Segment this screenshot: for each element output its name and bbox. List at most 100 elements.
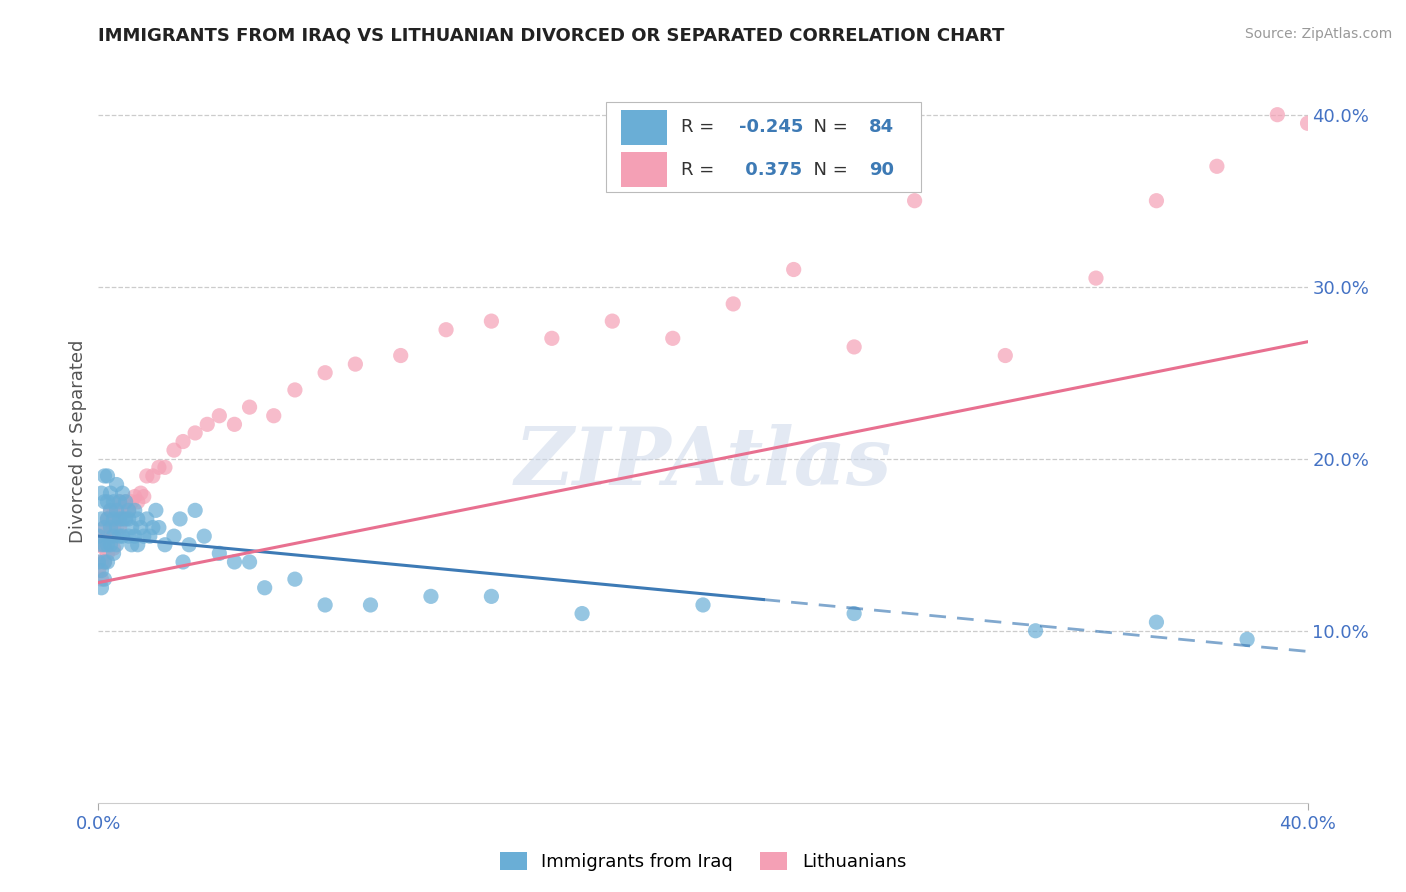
Point (121, 520, 143, 534)
Legend: Immigrants from Iraq, Lithuanians: Immigrants from Iraq, Lithuanians (492, 845, 914, 879)
Point (142, 469, 165, 483)
Point (96, 555, 118, 569)
Point (90, 581, 112, 595)
Point (124, 503, 146, 517)
Point (121, 538, 143, 552)
Point (145, 503, 167, 517)
Point (172, 434, 194, 449)
Point (121, 494, 143, 508)
Point (661, 331, 683, 345)
Point (481, 314, 503, 328)
Point (100, 503, 122, 517)
Point (239, 555, 262, 569)
Point (193, 529, 215, 543)
FancyBboxPatch shape (621, 110, 666, 145)
Point (93, 555, 115, 569)
Text: ZIPAtlas: ZIPAtlas (515, 425, 891, 502)
Point (344, 357, 367, 371)
Point (90, 572, 112, 586)
Point (208, 409, 231, 423)
Point (195, 417, 218, 432)
Point (208, 546, 231, 560)
Point (93, 538, 115, 552)
Point (135, 512, 157, 526)
Text: 84: 84 (869, 119, 894, 136)
Point (284, 383, 307, 397)
Point (844, 340, 866, 354)
Text: -0.245: -0.245 (740, 119, 804, 136)
Point (93, 494, 115, 508)
Point (105, 538, 128, 552)
Point (93, 469, 115, 483)
Point (148, 460, 170, 475)
Point (114, 494, 136, 508)
Point (163, 443, 186, 458)
Point (111, 529, 134, 543)
Point (263, 409, 285, 423)
Text: IMMIGRANTS FROM IRAQ VS LITHUANIAN DIVORCED OR SEPARATED CORRELATION CHART: IMMIGRANTS FROM IRAQ VS LITHUANIAN DIVOR… (98, 27, 1005, 45)
Point (360, 598, 382, 612)
Point (1144, 194, 1167, 208)
Point (314, 598, 336, 612)
Point (96, 512, 118, 526)
Point (184, 425, 207, 440)
Point (96, 538, 118, 552)
Point (93, 555, 115, 569)
Point (844, 607, 866, 621)
Point (87, 555, 110, 569)
Point (90, 538, 112, 552)
Point (602, 314, 624, 328)
Point (111, 512, 134, 526)
Point (96, 546, 118, 560)
Text: Source: ZipAtlas.com: Source: ZipAtlas.com (1244, 27, 1392, 41)
Point (100, 520, 122, 534)
Point (114, 512, 136, 526)
Point (108, 494, 131, 508)
Point (96, 469, 118, 483)
Point (108, 494, 131, 508)
Point (108, 529, 131, 543)
Point (420, 590, 443, 604)
Point (172, 555, 194, 569)
Point (96, 512, 118, 526)
Point (118, 529, 141, 543)
Point (105, 477, 128, 491)
Point (105, 512, 128, 526)
Point (1144, 615, 1167, 630)
Point (127, 494, 149, 508)
Point (100, 520, 122, 534)
Text: R =: R = (682, 119, 720, 136)
Point (284, 572, 307, 586)
Point (153, 538, 176, 552)
Point (129, 520, 152, 534)
Text: R =: R = (682, 161, 720, 178)
Point (87, 538, 110, 552)
Point (93, 572, 115, 586)
Point (90, 486, 112, 500)
Point (723, 297, 745, 311)
Point (93, 520, 115, 534)
Point (114, 494, 136, 508)
Point (118, 503, 141, 517)
Point (692, 598, 714, 612)
Point (103, 507, 125, 521)
Text: 0.375: 0.375 (740, 161, 803, 178)
Point (163, 529, 186, 543)
Point (253, 581, 276, 595)
Point (103, 546, 125, 560)
Point (224, 555, 246, 569)
Point (103, 494, 125, 508)
Point (904, 194, 927, 208)
Point (224, 417, 246, 432)
Point (100, 486, 122, 500)
Point (139, 529, 162, 543)
Point (100, 538, 122, 552)
Point (132, 490, 155, 504)
Point (1296, 116, 1319, 130)
Point (540, 331, 562, 345)
Point (132, 529, 155, 543)
Point (127, 512, 149, 526)
Point (434, 323, 457, 337)
Point (118, 503, 141, 517)
Point (93, 520, 115, 534)
